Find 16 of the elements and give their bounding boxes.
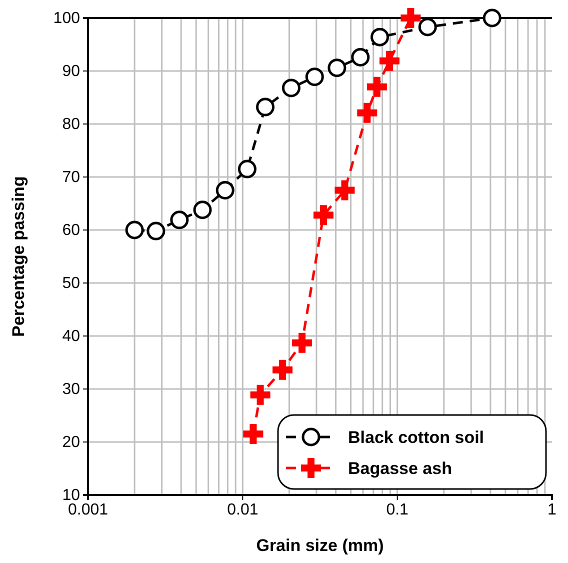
y-tick-label: 20 <box>62 434 80 452</box>
y-tick-label: 30 <box>62 381 80 398</box>
y-tick-label: 70 <box>62 169 80 186</box>
legend-label: Black cotton soil <box>348 428 484 447</box>
y-tick-label: 60 <box>62 222 80 240</box>
y-tick-label: 40 <box>62 328 80 346</box>
y-tick-label: 90 <box>62 63 80 80</box>
x-tick-label: 0.1 <box>386 501 409 518</box>
y-tick-label: 50 <box>62 275 80 292</box>
y-tick-label: 100 <box>53 10 80 28</box>
legend-label: Bagasse ash <box>348 459 452 478</box>
x-axis-title: Grain size (mm) <box>256 536 384 555</box>
y-tick-label: 80 <box>62 116 80 134</box>
x-tick-label: 0.01 <box>227 501 258 518</box>
y-axis-title: Percentage passing <box>9 176 28 337</box>
x-tick-label: 1 <box>548 501 557 518</box>
